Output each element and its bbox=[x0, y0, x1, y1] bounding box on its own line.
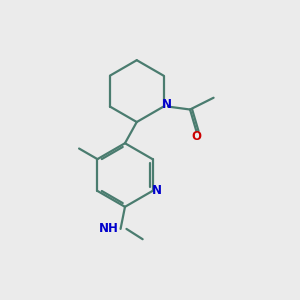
Text: N: N bbox=[162, 98, 172, 111]
Text: N: N bbox=[152, 184, 162, 197]
Text: O: O bbox=[191, 130, 202, 143]
Text: NH: NH bbox=[99, 222, 119, 236]
